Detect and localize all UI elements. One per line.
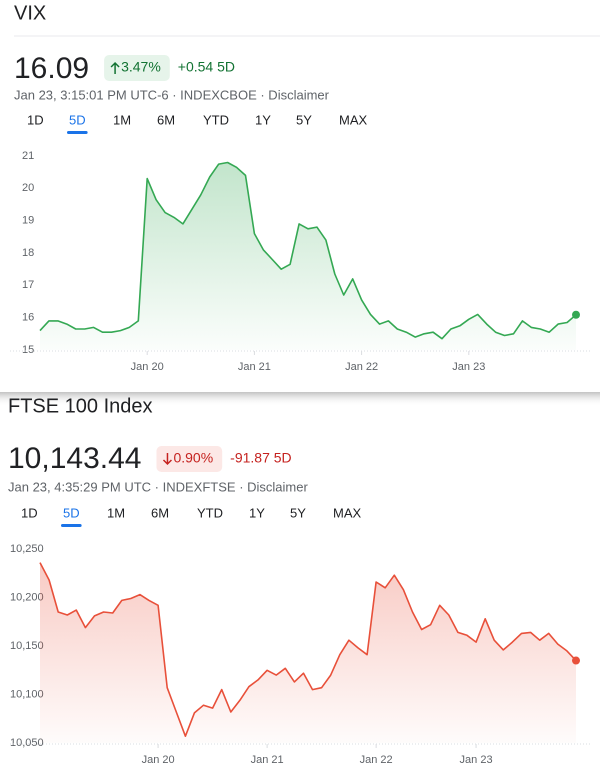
x-tick-label: Jan 21 bbox=[251, 754, 284, 766]
price: 10,143.44 bbox=[8, 442, 141, 475]
x-tick-label: Jan 23 bbox=[452, 361, 485, 373]
range-tab[interactable]: MAX bbox=[333, 505, 362, 520]
change: +0.54 5D bbox=[178, 59, 235, 75]
y-tick-label: 10,100 bbox=[10, 688, 44, 700]
range-tab[interactable]: 6M bbox=[151, 505, 169, 520]
y-tick-label: 17 bbox=[22, 279, 34, 291]
price-line bbox=[39, 562, 577, 737]
range-tab[interactable]: YTD bbox=[197, 505, 223, 520]
y-tick-label: 15 bbox=[22, 344, 34, 356]
title: FTSE 100 Index bbox=[8, 395, 153, 417]
range-tab[interactable]: 1Y bbox=[255, 112, 271, 127]
range-tab[interactable]: 5D bbox=[69, 112, 86, 127]
range-tab[interactable]: 5Y bbox=[296, 112, 312, 127]
tab-underline bbox=[67, 131, 88, 134]
change-percent: 3.47% bbox=[121, 59, 161, 75]
tab-underline bbox=[61, 524, 82, 527]
y-tick-label: 10,200 bbox=[10, 591, 44, 603]
quote-card: FTSE 100 Index 10,143.44 0.90% -91.87 5D Jan… bbox=[8, 395, 590, 766]
price-line bbox=[39, 161, 577, 340]
y-tick-label: 20 bbox=[22, 182, 34, 194]
x-tick-label: Jan 20 bbox=[131, 361, 164, 373]
x-tick-label: Jan 22 bbox=[345, 361, 378, 373]
range-tab[interactable]: MAX bbox=[339, 112, 368, 127]
x-tick-label: Jan 22 bbox=[360, 754, 393, 766]
price: 16.09 bbox=[14, 52, 89, 85]
range-tab[interactable]: 1D bbox=[21, 505, 38, 520]
range-tab[interactable]: 6M bbox=[157, 112, 175, 127]
y-tick-label: 10,250 bbox=[10, 543, 44, 555]
range-tab[interactable]: 5D bbox=[63, 505, 80, 520]
x-tick-label: Jan 20 bbox=[142, 754, 175, 766]
y-tick-label: 21 bbox=[22, 150, 34, 162]
y-tick-label: 18 bbox=[22, 247, 34, 259]
range-tab[interactable]: 1M bbox=[107, 505, 125, 520]
card-shadow bbox=[0, 392, 600, 406]
y-tick-label: 19 bbox=[22, 215, 34, 227]
change-percent: 0.90% bbox=[173, 450, 213, 466]
y-tick-label: 10,050 bbox=[10, 737, 44, 749]
range-tab[interactable]: YTD bbox=[203, 112, 229, 127]
subtitle: Jan 23, 3:15:01 PM UTC-6 · INDEXCBOE · D… bbox=[14, 87, 330, 102]
last-point bbox=[572, 656, 580, 665]
range-tab[interactable]: 1Y bbox=[249, 505, 265, 520]
x-tick-label: Jan 23 bbox=[460, 754, 493, 766]
subtitle: Jan 23, 4:35:29 PM UTC · INDEXFTSE · Dis… bbox=[8, 479, 308, 494]
y-tick-label: 16 bbox=[22, 312, 34, 324]
change-chip bbox=[104, 55, 170, 81]
arrow-icon bbox=[110, 61, 120, 74]
x-tick-label: Jan 21 bbox=[238, 361, 271, 373]
arrow-icon bbox=[162, 453, 172, 466]
title: VIX bbox=[14, 2, 46, 24]
range-tab[interactable]: 5Y bbox=[290, 505, 306, 520]
last-point bbox=[572, 310, 580, 319]
area bbox=[40, 162, 576, 350]
range-tab[interactable]: 1M bbox=[113, 112, 131, 127]
change: -91.87 5D bbox=[230, 450, 291, 466]
y-tick-label: 10,150 bbox=[10, 640, 44, 652]
range-tab[interactable]: 1D bbox=[27, 112, 44, 127]
change-chip bbox=[156, 446, 223, 472]
area bbox=[40, 562, 576, 743]
quote-card: VIX 16.09 3.47% +0.54 5D Jan 23, 3:15:01 PM … bbox=[10, 2, 600, 373]
